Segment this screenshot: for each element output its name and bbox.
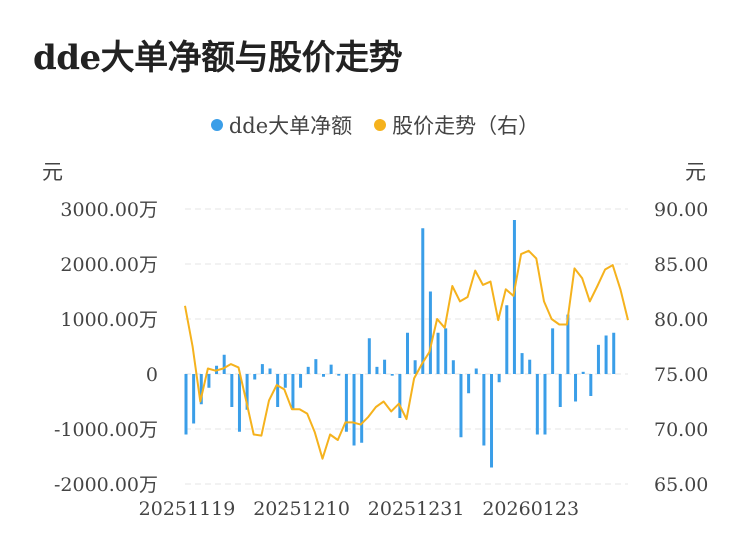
bar-dde <box>459 374 463 438</box>
bar-dde <box>490 374 494 468</box>
bar-dde <box>474 368 478 374</box>
bar-dde <box>604 335 608 374</box>
bar-dde <box>520 353 524 374</box>
right-tick-label: 75.00 <box>654 364 708 386</box>
bar-dde <box>612 332 616 374</box>
bar-dde <box>444 328 448 374</box>
bar-dde <box>253 374 257 380</box>
legend-label-price: 股价走势（右） <box>392 114 540 138</box>
legend-item-price[interactable]: 股价走势（右） <box>374 110 539 140</box>
bar-dde <box>451 360 455 374</box>
bar-dde <box>321 374 325 377</box>
bar-dde <box>184 374 188 435</box>
bar-dde <box>574 374 578 402</box>
bar-dde <box>237 374 241 432</box>
bar-dde <box>344 374 348 432</box>
bar-dde <box>192 374 196 424</box>
bar-dde <box>428 291 432 374</box>
bar-dde <box>222 354 226 374</box>
bar-dde <box>398 374 402 418</box>
right-tick-label: 90.00 <box>654 199 708 221</box>
bar-dde <box>367 338 371 374</box>
bar-dde <box>306 366 310 374</box>
bar-dde <box>413 360 417 374</box>
bar-dde <box>230 374 234 407</box>
x-tick-label: 20251119 <box>139 498 236 520</box>
bar-dde <box>558 374 562 407</box>
chart-title: dde大单净额与股价走势 <box>33 38 403 78</box>
bar-dde <box>581 371 585 374</box>
left-tick-label: -2000.00万 <box>54 474 158 496</box>
right-axis-unit: 元 <box>685 160 706 184</box>
bar-dde <box>245 374 249 410</box>
left-axis-unit: 元 <box>42 160 63 184</box>
x-tick-label: 20260123 <box>482 498 579 520</box>
left-tick-label: 3000.00万 <box>60 199 158 221</box>
bar-dde <box>299 374 303 388</box>
left-tick-label: 1000.00万 <box>60 309 158 331</box>
bar-dde <box>291 374 295 410</box>
left-tick-label: 0 <box>146 364 158 386</box>
bar-dde <box>551 328 555 374</box>
bar-dde <box>482 374 486 446</box>
bar-dde <box>199 374 203 405</box>
right-tick-label: 70.00 <box>654 419 708 441</box>
bar-dde <box>337 374 341 376</box>
bar-dde <box>352 374 356 446</box>
bar-dde <box>596 344 600 374</box>
bar-dde <box>535 374 539 435</box>
left-tick-label: -1000.00万 <box>54 419 158 441</box>
bar-dde <box>360 374 364 443</box>
bar-dde <box>314 359 318 374</box>
left-tick-label: 2000.00万 <box>60 254 158 276</box>
right-tick-label: 80.00 <box>654 309 708 331</box>
legend-swatch-dde <box>210 119 223 131</box>
x-tick-label: 20251210 <box>253 498 350 520</box>
bar-dde <box>421 228 425 374</box>
bar-dde <box>566 314 570 374</box>
legend-item-dde[interactable]: dde大单净额 <box>210 110 353 140</box>
bar-dde <box>283 374 287 388</box>
right-tick-label: 65.00 <box>654 474 708 496</box>
bar-dde <box>589 374 593 396</box>
bar-dde <box>260 364 264 374</box>
legend-label-dde: dde大单净额 <box>228 114 353 138</box>
bar-dde <box>406 332 409 374</box>
bar-dde <box>497 374 501 383</box>
bar-dde <box>329 364 333 374</box>
right-tick-label: 85.00 <box>654 254 708 276</box>
bar-dde <box>375 366 379 374</box>
bar-dde <box>390 374 394 376</box>
bar-dde <box>543 374 547 435</box>
bar-dde <box>512 220 516 374</box>
bar-dde <box>276 374 280 407</box>
bar-dde <box>207 374 211 388</box>
bar-dde <box>528 359 532 374</box>
bar-dde <box>505 305 509 374</box>
bar-dde <box>268 368 272 374</box>
bar-dde <box>383 359 387 374</box>
bar-dde <box>436 332 440 374</box>
bar-dde <box>467 374 471 394</box>
x-tick-label: 20251231 <box>368 498 465 520</box>
chart-legend: dde大单净额 股价走势（右） <box>0 110 750 140</box>
price-line <box>184 249 629 460</box>
legend-swatch-price <box>374 119 387 131</box>
